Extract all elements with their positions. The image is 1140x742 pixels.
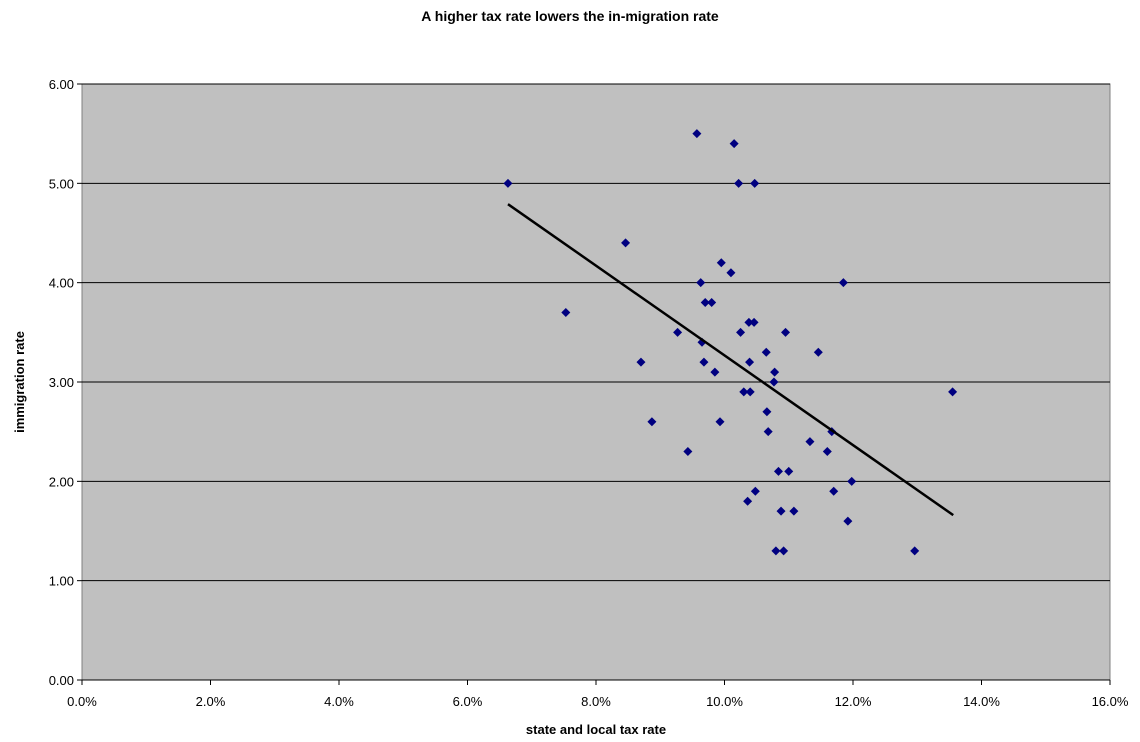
x-tick-label: 12.0% (835, 694, 872, 709)
data-point (744, 317, 754, 327)
x-tick-label: 4.0% (324, 694, 354, 709)
data-point (762, 407, 772, 417)
data-point (729, 139, 739, 149)
y-tick-label: 2.00 (49, 474, 74, 489)
y-tick-label: 3.00 (49, 375, 74, 390)
gridlines (82, 83, 1110, 582)
data-point (771, 546, 781, 556)
data-point (822, 447, 832, 457)
data-point (838, 278, 848, 288)
data-point (750, 486, 760, 496)
x-axis: 0.0% 2.0% 4.0% 6.0% 8.0% 10.0% 12.0% 14.0% 16.0% (67, 679, 1129, 709)
data-point (948, 387, 958, 397)
data-point (773, 466, 783, 476)
x-tick-label: 10.0% (706, 694, 743, 709)
data-point (700, 298, 710, 308)
x-tick-label: 2.0% (196, 694, 226, 709)
data-point (707, 298, 717, 308)
data-point (561, 307, 571, 317)
data-point (734, 178, 744, 188)
data-point (763, 427, 773, 437)
data-point (621, 238, 631, 248)
x-axis-title: state and local tax rate (526, 722, 666, 737)
chart-title: A higher tax rate lowers the in-migratio… (421, 8, 719, 24)
data-point (910, 546, 920, 556)
y-tick-label: 0.00 (49, 673, 74, 688)
data-point (692, 129, 702, 139)
data-point (726, 268, 736, 278)
x-tick-label: 6.0% (453, 694, 483, 709)
data-point (843, 516, 853, 526)
trendline (507, 203, 954, 517)
data-point (784, 466, 794, 476)
data-point (696, 278, 706, 288)
data-point (745, 387, 755, 397)
y-axis-title: immigration rate (12, 331, 27, 433)
data-point (647, 417, 657, 427)
y-tick-label: 5.00 (49, 176, 74, 191)
data-point (699, 357, 709, 367)
data-point (847, 476, 857, 486)
x-tick-label: 14.0% (963, 694, 1000, 709)
data-point (770, 367, 780, 377)
y-axis: 0.00 1.00 2.00 3.00 4.00 5.00 6.00 (49, 77, 82, 688)
data-point (829, 486, 839, 496)
data-point (761, 347, 771, 357)
data-points (503, 129, 958, 556)
y-tick-label: 1.00 (49, 574, 74, 589)
data-point (673, 327, 683, 337)
data-point (813, 347, 823, 357)
data-point (776, 506, 786, 516)
data-point (745, 357, 755, 367)
x-tick-label: 0.0% (67, 694, 97, 709)
data-point (739, 387, 749, 397)
data-point (749, 317, 759, 327)
data-point (636, 357, 646, 367)
data-point (750, 178, 760, 188)
data-point (715, 417, 725, 427)
data-point (779, 546, 789, 556)
data-point (781, 327, 791, 337)
data-point (805, 437, 815, 447)
data-point (683, 447, 693, 457)
y-tick-label: 6.00 (49, 77, 74, 92)
data-point (743, 496, 753, 506)
x-tick-label: 8.0% (581, 694, 611, 709)
y-tick-label: 4.00 (49, 276, 74, 291)
data-point (769, 377, 779, 387)
data-point (503, 178, 513, 188)
data-point (736, 327, 746, 337)
data-point (716, 258, 726, 268)
x-tick-label: 16.0% (1092, 694, 1129, 709)
data-point (789, 506, 799, 516)
data-point (710, 367, 720, 377)
